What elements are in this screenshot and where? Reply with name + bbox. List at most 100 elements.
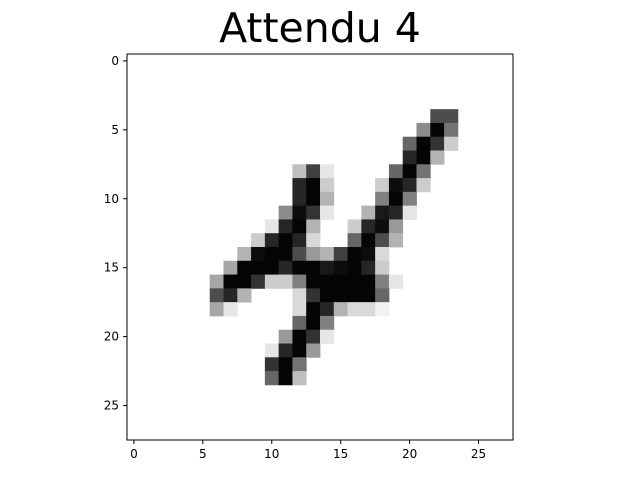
pixel-cell: [388, 233, 404, 248]
pixel-cell: [292, 329, 307, 344]
pixel-cell: [264, 260, 280, 275]
axes-frame: [126, 53, 514, 441]
pixel-cell: [388, 219, 404, 234]
x-axis: 0 5 10 15 20 25: [130, 440, 486, 461]
pixel-cell: [375, 233, 390, 248]
pixel-cell: [444, 122, 459, 138]
x-tick-label: 25: [471, 447, 486, 461]
pixel-cell: [209, 302, 224, 317]
pixel-cell: [388, 178, 404, 193]
pixel-cell: [237, 274, 252, 289]
pixel-cell: [264, 371, 280, 386]
pixel-cell: [430, 122, 445, 138]
y-tick-label: 15: [104, 261, 119, 275]
pixel-cell: [320, 178, 335, 193]
pixel-cell: [237, 247, 252, 262]
pixel-cell: [278, 329, 293, 344]
pixel-cell: [361, 288, 376, 303]
pixel-cell: [388, 164, 404, 179]
pixel-cell: [361, 219, 376, 234]
pixel-cell: [306, 302, 321, 317]
pixel-cell: [320, 302, 335, 317]
pixel-cell: [306, 205, 321, 220]
pixel-cell: [320, 274, 335, 289]
pixel-cell: [375, 247, 390, 262]
pixel-cell: [278, 205, 293, 220]
pixel-cell: [333, 302, 348, 317]
pixel-cell: [306, 343, 321, 358]
pixel-cell: [278, 260, 293, 275]
pixel-cell: [264, 343, 280, 358]
pixel-cell: [320, 315, 335, 331]
pixel-cell: [430, 136, 445, 151]
y-tick-label: 25: [104, 399, 119, 413]
pixel-cell: [292, 302, 307, 317]
pixel-cell: [347, 288, 362, 303]
pixel-cell: [237, 260, 252, 275]
pixel-cell: [278, 219, 293, 234]
pixel-cell: [223, 288, 238, 303]
pixel-cell: [416, 150, 431, 165]
pixel-cell: [375, 302, 390, 317]
pixel-cell: [361, 247, 376, 262]
y-tick-label: 5: [111, 123, 119, 137]
pixel-cell: [264, 219, 280, 234]
pixel-cell: [388, 274, 404, 289]
pixel-cell: [292, 219, 307, 234]
pixel-cell: [251, 247, 266, 262]
pixel-cell: [292, 205, 307, 220]
pixel-cell: [320, 288, 335, 303]
pixel-cell: [402, 136, 417, 151]
pixel-cell: [347, 302, 362, 317]
pixel-cell: [223, 302, 238, 317]
y-tick-label: 10: [104, 192, 119, 206]
pixel-cell: [444, 136, 459, 151]
pixel-cell: [278, 233, 293, 248]
pixel-cell: [292, 233, 307, 248]
pixel-cell: [388, 205, 404, 220]
pixel-cell: [264, 233, 280, 248]
pixel-cell: [375, 178, 390, 193]
pixel-cell: [251, 233, 266, 248]
pixel-cell: [292, 357, 307, 372]
pixel-cell: [306, 329, 321, 344]
pixel-cell: [361, 274, 376, 289]
y-axis: 0 5 10 15 20 25: [104, 54, 127, 413]
pixel-cell: [292, 315, 307, 331]
x-tick-label: 20: [402, 447, 417, 461]
pixel-cell: [306, 191, 321, 207]
pixel-cell: [278, 247, 293, 262]
pixel-cell: [347, 219, 362, 234]
pixel-cell: [375, 219, 390, 234]
pixel-cell: [292, 247, 307, 262]
pixel-cell: [251, 260, 266, 275]
pixel-cell: [430, 150, 445, 165]
pixel-cell: [292, 288, 307, 303]
pixel-cell: [292, 343, 307, 358]
pixel-cell: [402, 164, 417, 179]
x-tick-label: 10: [264, 447, 279, 461]
pixel-cell: [402, 150, 417, 165]
x-tick-label: 5: [199, 447, 207, 461]
pixel-cell: [320, 164, 335, 179]
pixel-cell: [306, 219, 321, 234]
pixel-cell: [375, 205, 390, 220]
pixel-cell: [306, 164, 321, 179]
chart-title: Attendu 4: [219, 4, 421, 52]
y-tick-label: 20: [104, 330, 119, 344]
pixel-cell: [306, 178, 321, 193]
pixel-cell: [320, 247, 335, 262]
pixel-cell: [416, 164, 431, 179]
pixel-cell: [402, 205, 417, 220]
pixel-cell: [375, 191, 390, 207]
pixel-cell: [306, 260, 321, 275]
pixel-cell: [333, 274, 348, 289]
pixel-cell: [320, 260, 335, 275]
pixel-cell: [333, 288, 348, 303]
pixel-cell: [292, 274, 307, 289]
pixel-cell: [223, 274, 238, 289]
pixel-cell: [292, 178, 307, 193]
x-tick-label: 0: [130, 447, 138, 461]
pixel-cell: [333, 247, 348, 262]
